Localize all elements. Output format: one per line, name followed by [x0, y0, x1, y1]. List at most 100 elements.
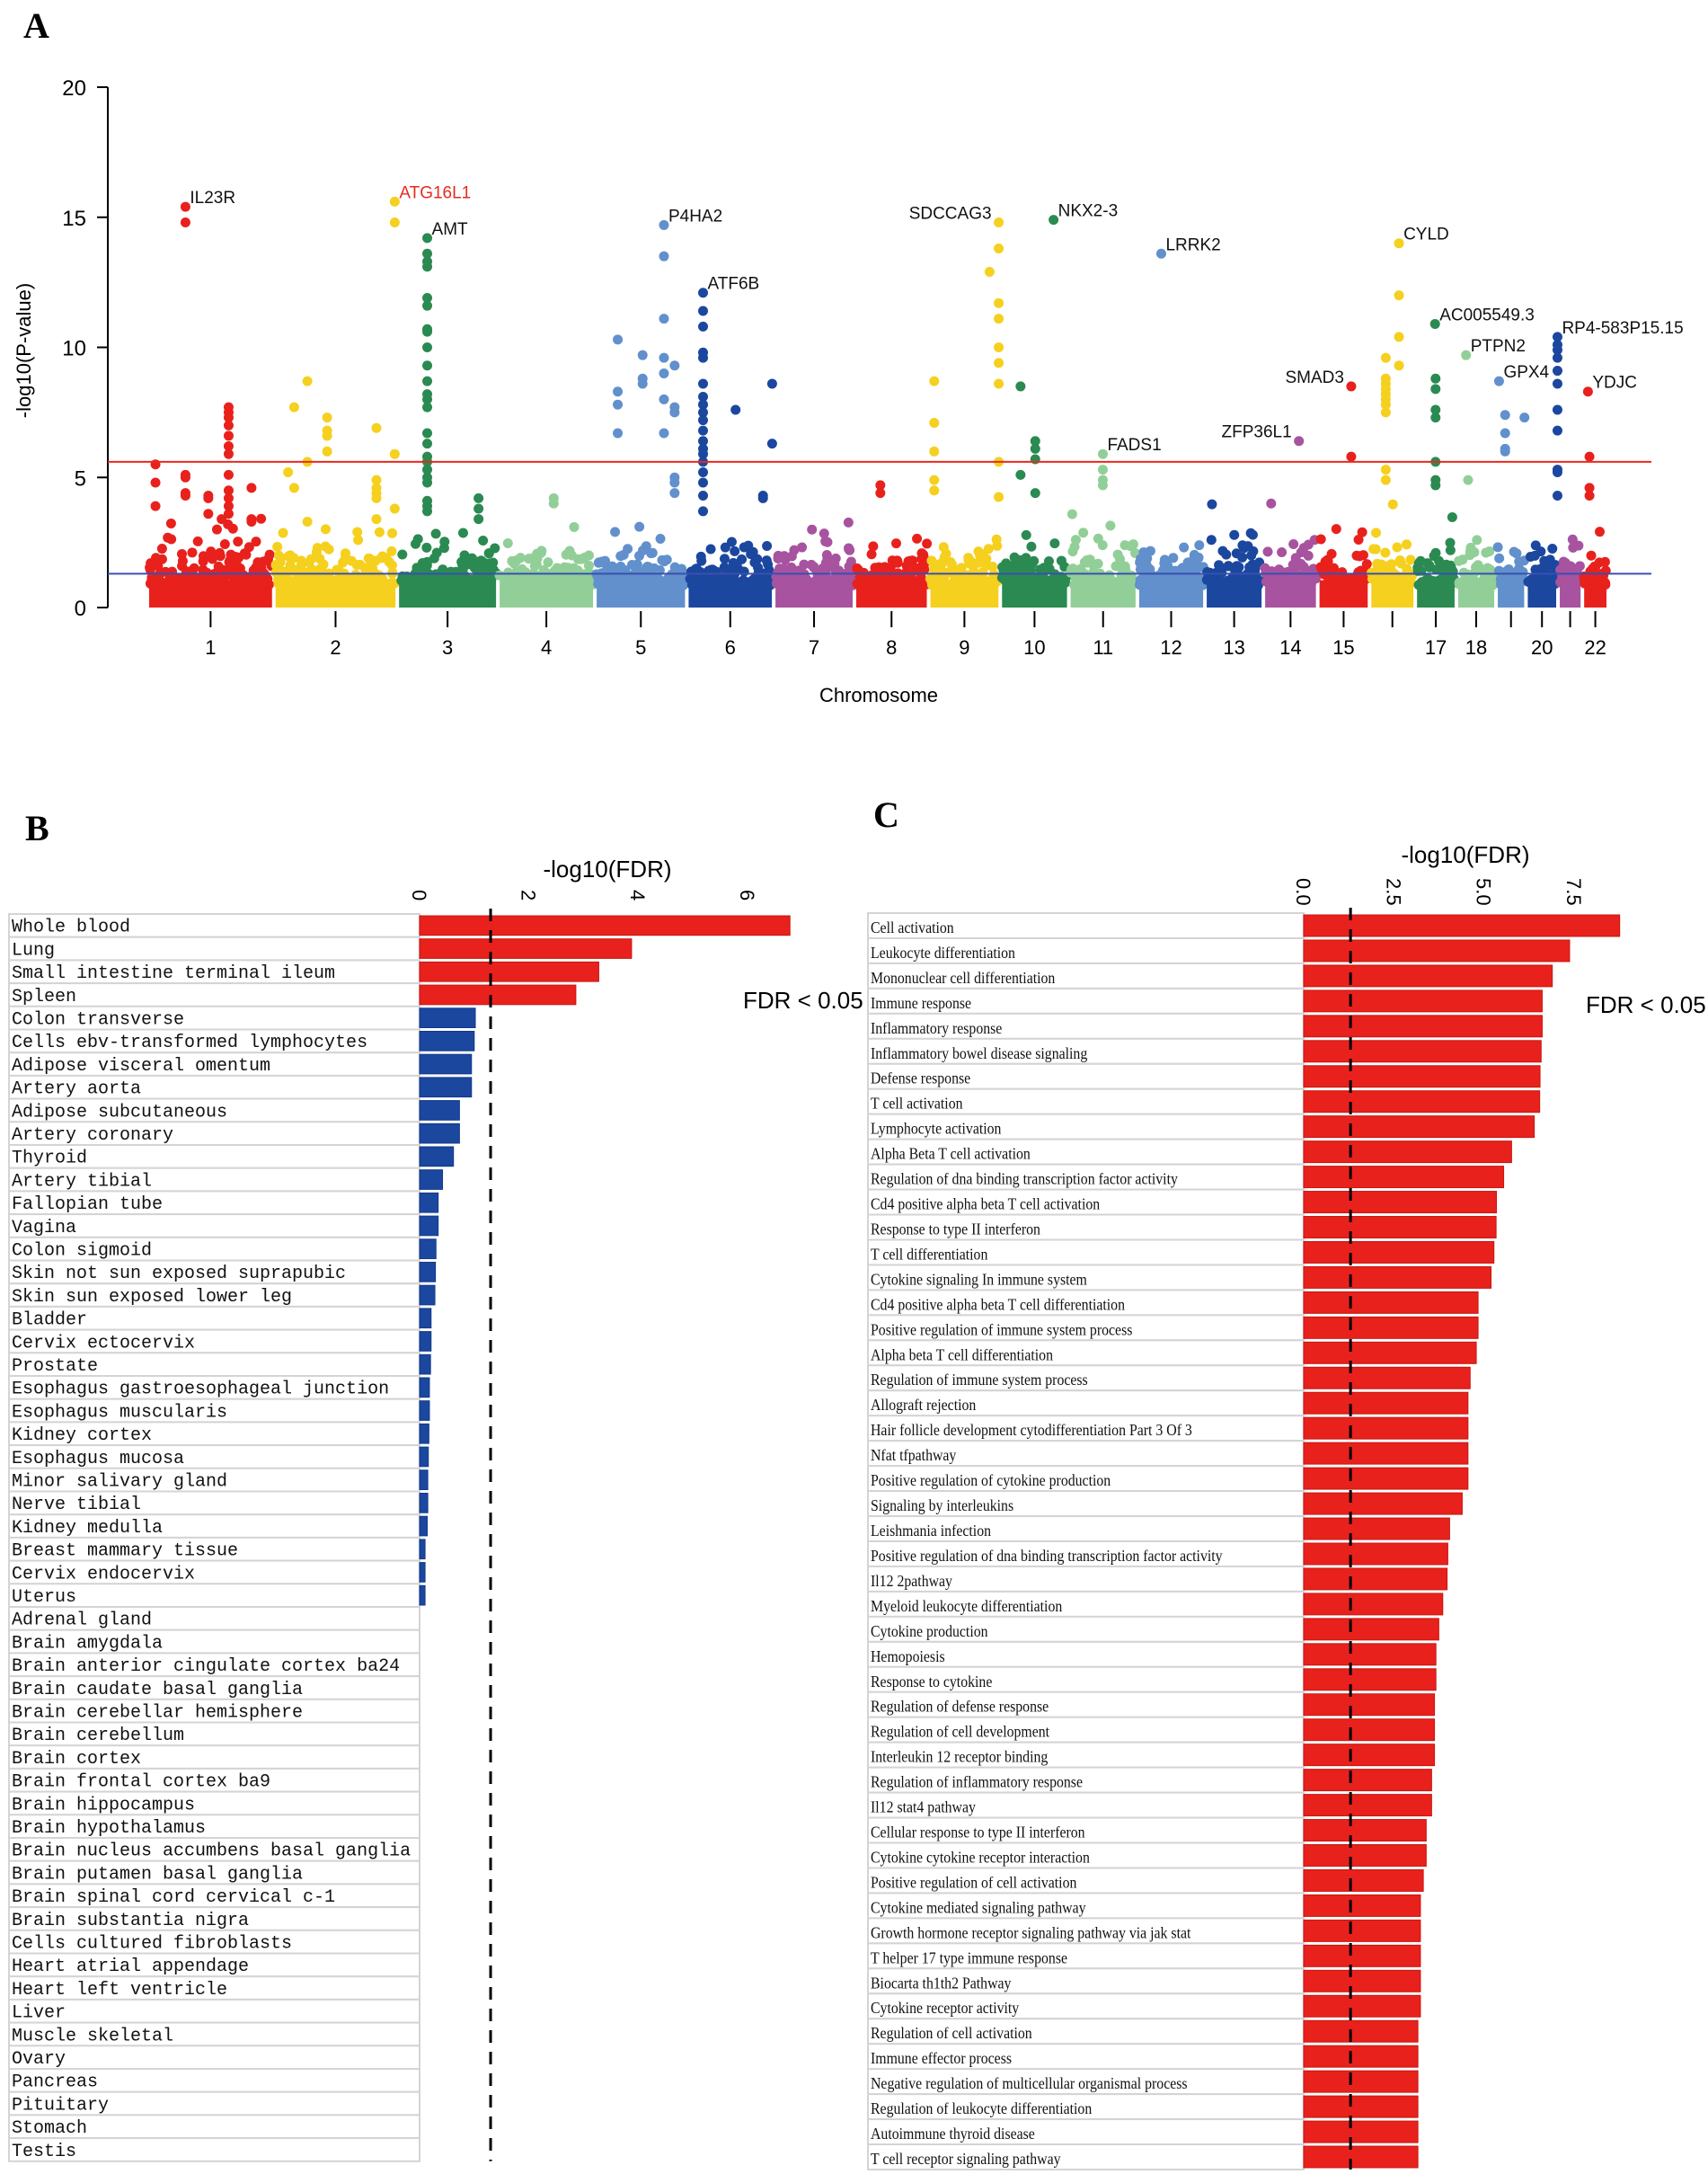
manhattan-point [422, 248, 433, 259]
bar [1303, 1416, 1469, 1440]
bar [1303, 1593, 1444, 1616]
category-cell [867, 1741, 1305, 1769]
manhattan-point [1392, 542, 1403, 553]
category-cell [8, 1513, 420, 1539]
manhattan-point [187, 547, 198, 558]
bar [1303, 1894, 1421, 1917]
category-label: Cd4 positive alpha beta T cell different… [871, 1295, 1125, 1313]
manhattan-point [430, 528, 441, 539]
manhattan-point [223, 485, 234, 496]
category-label: Nfat tfpathway [871, 1446, 957, 1464]
category-label: Hemopoiesis [871, 1647, 945, 1665]
bar [1303, 2070, 1419, 2093]
manhattan-point [389, 217, 400, 228]
manhattan-point [322, 430, 332, 441]
manhattan-point [1298, 543, 1309, 554]
bar [1303, 1844, 1427, 1867]
manhattan-point [275, 557, 286, 568]
manhattan-point [866, 549, 877, 560]
bar [1303, 1166, 1505, 1189]
category-cell [867, 2043, 1305, 2071]
category-label: Cd4 positive alpha beta T cell activatio… [871, 1195, 1101, 1213]
manhattan-point [933, 578, 943, 589]
category-label: Brain nucleus accumbens basal ganglia [12, 1841, 411, 1862]
manhattan-point [156, 544, 167, 555]
manhattan-point [283, 551, 294, 562]
manhattan-point [929, 475, 940, 485]
manhattan-point [1329, 563, 1340, 573]
manhattan-point [822, 553, 833, 563]
manhattan-point [1584, 451, 1595, 462]
manhattan-point [215, 551, 226, 562]
manhattan-point [332, 580, 342, 590]
bar [1303, 2120, 1419, 2143]
manhattan-point [1231, 548, 1242, 559]
category-label: Pancreas [12, 2072, 98, 2093]
manhattan-point [1233, 577, 1243, 588]
manhattan-point [720, 578, 730, 589]
manhattan-point [422, 402, 433, 413]
bar [419, 1215, 439, 1237]
manhattan-point [698, 466, 709, 477]
category-label: Cytokine mediated signaling pathway [871, 1898, 1086, 1916]
manhattan-point [543, 557, 553, 568]
category-label: Autoimmune thyroid disease [871, 2125, 1035, 2143]
category-cell [867, 2018, 1305, 2045]
category-label: Regulation of dna binding transcription … [871, 1170, 1178, 1188]
manhattan-point [320, 575, 331, 586]
manhattan-point [473, 514, 484, 525]
manhattan-point [503, 567, 514, 578]
manhattan-point [637, 350, 648, 360]
x-tick-label: 2.5 [1382, 878, 1404, 906]
manhattan-point [1015, 381, 1026, 392]
manhattan-point [1330, 573, 1341, 584]
chromosome-label: 14 [1279, 636, 1301, 659]
manhattan-point [507, 555, 518, 566]
manhattan-point [975, 551, 986, 562]
manhattan-y-axis-title: -log10(P-value) [13, 283, 35, 418]
manhattan-point [974, 577, 985, 588]
category-cell [8, 1213, 420, 1238]
bar [419, 1053, 473, 1075]
category-cell [8, 1190, 420, 1216]
category-cell [8, 1236, 420, 1262]
manhattan-point [1560, 579, 1571, 590]
manhattan-point [1339, 576, 1350, 587]
bar [1303, 1216, 1497, 1238]
manhattan-point [1494, 553, 1505, 563]
category-cell [8, 1005, 420, 1031]
manhattan-point [1555, 564, 1566, 575]
manhattan-point [1380, 352, 1391, 363]
manhattan-point [389, 448, 400, 459]
hit-point-lrrk2 [1155, 248, 1166, 259]
bar [1303, 1040, 1542, 1063]
manhattan-point [801, 573, 812, 584]
bar [419, 1308, 432, 1329]
hit-point-sdccag3 [994, 217, 1004, 228]
manhattan-point [1454, 555, 1465, 566]
pathway-enrichment-bar-chart: -log10(FDR) FDR < 0.05 0.0 2.5 5.0 7.5 Cell … [867, 841, 1706, 2171]
gene-label: RP4-583P15.15 [1562, 319, 1683, 338]
gene-label: SDCCAG3 [909, 205, 992, 224]
category-label: Colon transverse [12, 1010, 184, 1031]
gene-label: NKX2-3 [1058, 202, 1119, 221]
manhattan-point [1454, 579, 1465, 590]
manhattan-point [478, 536, 489, 546]
chromosome-label: 7 [809, 636, 819, 659]
manhattan-point [1590, 561, 1601, 572]
category-label: Positive regulation of dna binding trans… [871, 1547, 1223, 1565]
gene-label: YDJC [1592, 374, 1637, 393]
manhattan-point [233, 580, 243, 590]
manhattan-point [1097, 480, 1108, 491]
manhattan-point [912, 533, 923, 544]
manhattan-point [223, 441, 234, 452]
manhattan-point [1207, 499, 1217, 510]
bar [419, 1031, 475, 1052]
category-cell [8, 1305, 420, 1331]
manhattan-point [283, 466, 294, 477]
manhattan-point [1430, 373, 1441, 384]
category-label: Negative regulation of multicellular org… [871, 2074, 1188, 2092]
manhattan-point [1509, 546, 1519, 557]
manhattan-point [877, 576, 888, 587]
manhattan-point [593, 557, 604, 568]
